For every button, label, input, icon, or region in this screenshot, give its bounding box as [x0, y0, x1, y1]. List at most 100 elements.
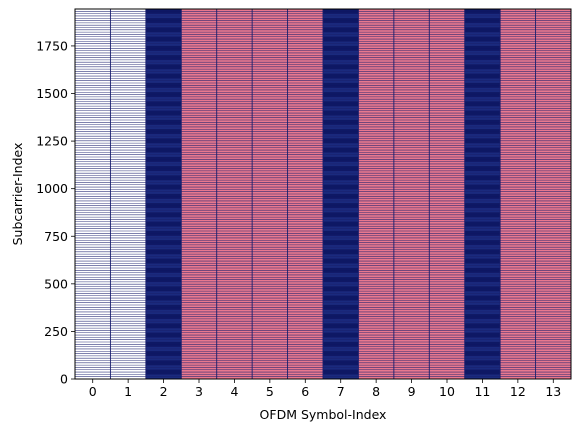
- pilot-band: [323, 213, 358, 218]
- y-tick-label: 1000: [36, 181, 68, 196]
- x-tick-label: 9: [408, 384, 416, 399]
- pilot-band: [465, 148, 500, 153]
- pilot-band: [146, 9, 181, 14]
- pilot-band: [323, 111, 358, 116]
- pilot-band: [146, 74, 181, 79]
- pilot-band: [146, 268, 181, 273]
- pilot-band: [465, 102, 500, 107]
- pilot-band: [323, 74, 358, 79]
- pilot-band: [146, 194, 181, 199]
- pilot-band: [146, 305, 181, 310]
- pilot-band: [323, 296, 358, 301]
- pilot-band: [323, 28, 358, 33]
- y-tick-label: 500: [44, 276, 68, 291]
- pilot-band: [465, 361, 500, 366]
- pilot-band: [323, 203, 358, 208]
- pilot-band: [146, 111, 181, 116]
- pilot-band: [323, 185, 358, 190]
- pilot-band: [465, 37, 500, 42]
- pilot-band: [465, 342, 500, 347]
- pilot-band: [465, 250, 500, 255]
- pilot-band: [323, 166, 358, 171]
- pilot-band: [465, 46, 500, 51]
- pilot-band: [465, 222, 500, 227]
- pilot-band: [323, 46, 358, 51]
- pilot-band: [465, 324, 500, 329]
- pilot-band: [465, 55, 500, 60]
- pilot-band: [323, 370, 358, 375]
- pilot-band: [146, 222, 181, 227]
- pilot-band: [146, 176, 181, 181]
- pilot-band: [465, 176, 500, 181]
- pilot-band: [465, 277, 500, 282]
- x-tick-label: 0: [89, 384, 97, 399]
- pilot-band: [146, 83, 181, 88]
- pilot-band: [323, 361, 358, 366]
- pilot-band: [323, 277, 358, 282]
- pilot-band: [146, 342, 181, 347]
- pilot-band: [323, 139, 358, 144]
- pilot-band: [323, 92, 358, 97]
- x-tick-label: 10: [439, 384, 455, 399]
- pilot-band: [146, 139, 181, 144]
- pilot-band: [465, 65, 500, 70]
- y-tick-label: 250: [44, 324, 68, 339]
- pilot-band: [146, 277, 181, 282]
- pilot-band: [465, 314, 500, 319]
- pilot-band: [146, 296, 181, 301]
- pilot-band: [323, 157, 358, 162]
- pilot-band: [146, 120, 181, 125]
- pilot-band: [323, 259, 358, 264]
- pilot-band: [323, 120, 358, 125]
- pilot-band: [146, 18, 181, 23]
- pilot-band: [323, 176, 358, 181]
- x-axis-ticks: 0 1 2 3 4 5 6 7 8 9 10 11 12 13: [89, 379, 562, 399]
- pilot-band: [146, 148, 181, 153]
- pilot-band: [146, 259, 181, 264]
- pilot-band: [146, 157, 181, 162]
- x-tick-label: 6: [301, 384, 309, 399]
- pilot-band: [323, 18, 358, 23]
- pilot-band: [323, 55, 358, 60]
- x-tick-label: 4: [230, 384, 238, 399]
- x-tick-label: 13: [545, 384, 561, 399]
- pilot-band: [146, 129, 181, 134]
- pilot-band: [323, 268, 358, 273]
- pilot-band: [465, 120, 500, 125]
- y-tick-label: 0: [60, 372, 68, 387]
- y-axis-label: Subcarrier-Index: [10, 143, 25, 246]
- pilot-band: [146, 314, 181, 319]
- pilot-band: [465, 259, 500, 264]
- pilot-band: [323, 194, 358, 199]
- pilot-band: [146, 231, 181, 236]
- pilot-band: [146, 287, 181, 292]
- pilot-band: [146, 28, 181, 33]
- pilot-band: [465, 203, 500, 208]
- pilot-band: [146, 166, 181, 171]
- pilot-band: [465, 157, 500, 162]
- pilot-band: [465, 92, 500, 97]
- pilot-band: [146, 92, 181, 97]
- x-tick-label: 12: [510, 384, 526, 399]
- pilot-band: [465, 111, 500, 116]
- x-tick-label: 2: [160, 384, 168, 399]
- pilot-band: [146, 250, 181, 255]
- x-tick-label: 11: [474, 384, 490, 399]
- x-tick-label: 8: [372, 384, 380, 399]
- pilot-band: [465, 9, 500, 14]
- pilot-band: [146, 324, 181, 329]
- pilot-band: [465, 166, 500, 171]
- x-tick-label: 5: [266, 384, 274, 399]
- pilot-band: [465, 185, 500, 190]
- pilot-band: [465, 28, 500, 33]
- pilot-band: [465, 129, 500, 134]
- pilot-band: [323, 324, 358, 329]
- pilot-band: [146, 333, 181, 338]
- y-tick-label: 1750: [36, 38, 68, 53]
- pilot-band: [323, 102, 358, 107]
- pilot-band: [146, 361, 181, 366]
- pilot-band: [146, 46, 181, 51]
- pilot-band: [323, 250, 358, 255]
- pilot-band: [146, 185, 181, 190]
